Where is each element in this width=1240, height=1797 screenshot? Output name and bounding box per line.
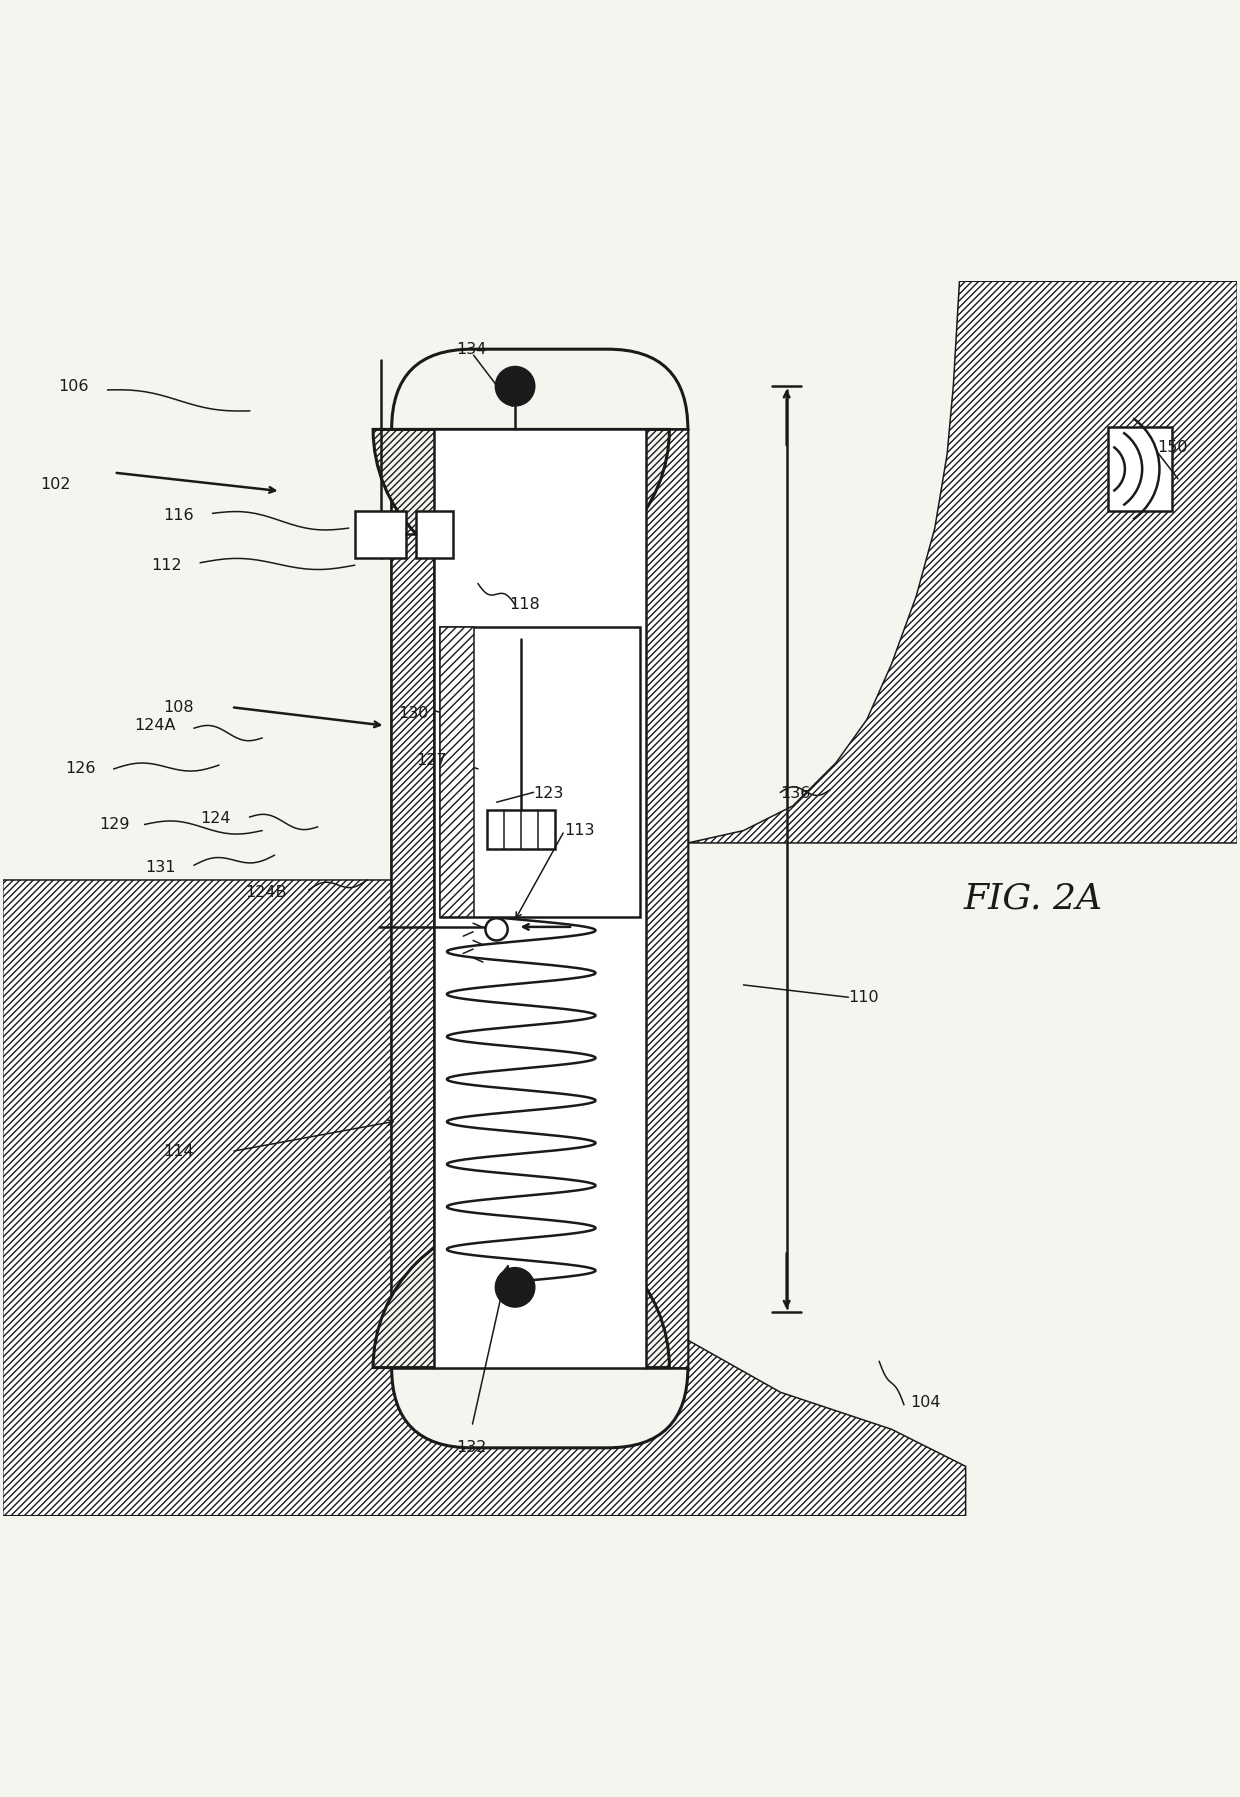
Bar: [355, 510, 407, 557]
Text: 106: 106: [58, 379, 89, 394]
Circle shape: [495, 1267, 534, 1306]
Bar: [486, 810, 554, 850]
Text: 131: 131: [145, 861, 176, 875]
Text: 108: 108: [164, 699, 195, 715]
Text: 102: 102: [40, 478, 71, 492]
Text: 126: 126: [64, 762, 95, 776]
Bar: [417, 510, 453, 557]
Text: FIG. 2A: FIG. 2A: [963, 882, 1104, 915]
Text: 110: 110: [848, 990, 879, 1005]
Circle shape: [485, 918, 507, 940]
Text: 150: 150: [1157, 440, 1188, 455]
Bar: [1107, 428, 1172, 510]
Text: 118: 118: [508, 597, 539, 613]
Text: 124B: 124B: [246, 884, 286, 900]
Text: 124A: 124A: [134, 719, 176, 733]
Polygon shape: [688, 282, 1238, 843]
Polygon shape: [646, 429, 688, 1368]
FancyBboxPatch shape: [392, 349, 688, 1448]
Text: 130: 130: [398, 706, 429, 721]
Bar: [440, 627, 640, 916]
Text: 123: 123: [533, 785, 564, 801]
Text: 129: 129: [99, 818, 130, 832]
Text: 114: 114: [164, 1145, 195, 1159]
Text: 134: 134: [456, 341, 487, 356]
Text: 124: 124: [201, 810, 231, 827]
Polygon shape: [392, 429, 434, 1368]
Polygon shape: [440, 627, 475, 916]
Text: 104: 104: [910, 1394, 941, 1409]
Bar: [434, 429, 646, 1368]
Wedge shape: [373, 1220, 670, 1368]
Text: 127: 127: [417, 753, 448, 767]
Text: 113: 113: [564, 823, 595, 837]
Text: 136: 136: [780, 785, 811, 801]
Circle shape: [495, 367, 534, 406]
Text: 132: 132: [456, 1441, 487, 1456]
Polygon shape: [2, 881, 966, 1515]
Text: 112: 112: [151, 557, 182, 573]
Text: 116: 116: [164, 509, 195, 523]
Wedge shape: [373, 429, 670, 577]
